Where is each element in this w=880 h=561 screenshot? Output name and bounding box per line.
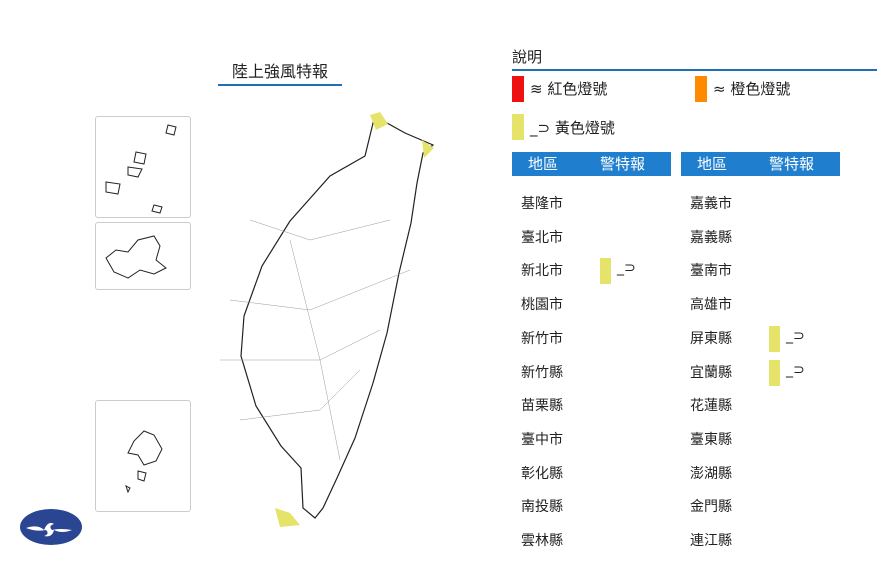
region-name: 新北市 xyxy=(521,263,563,280)
table-row: 新竹縣 xyxy=(521,356,563,390)
region-name: 臺中市 xyxy=(521,431,563,448)
table-row: 嘉義縣 xyxy=(690,221,732,255)
table-row: 雲林縣 xyxy=(521,524,563,558)
table-row: 臺北市 xyxy=(521,221,563,255)
wind-1-icon: _⊃ xyxy=(786,361,805,378)
yellow-warning-swatch xyxy=(600,258,611,285)
region-name: 新竹市 xyxy=(521,330,563,347)
table-row: 宜蘭縣 xyxy=(690,356,732,390)
table-row: 新北市 xyxy=(521,254,563,288)
table-row: 臺中市 xyxy=(521,423,563,457)
legend-orange: ≈ 橙色燈號 xyxy=(713,80,791,98)
legend-yellow: _⊃ 黃色燈號 xyxy=(530,119,615,137)
region-name: 屏東縣 xyxy=(690,330,732,347)
table-row: 澎湖縣 xyxy=(690,457,732,491)
table-row: 臺南市 xyxy=(690,254,732,288)
red-swatch xyxy=(512,76,524,102)
orange-swatch xyxy=(695,76,707,102)
table-row: 基隆市 xyxy=(521,187,563,221)
region-name: 基隆市 xyxy=(521,196,563,212)
region-name: 高雄市 xyxy=(690,297,732,314)
region-name: 宜蘭縣 xyxy=(690,364,732,381)
region-name: 嘉義縣 xyxy=(690,229,732,246)
region-name: 桃園市 xyxy=(521,297,563,314)
matsu-islands xyxy=(105,124,177,214)
table-row: 新竹市 xyxy=(521,322,563,356)
region-name: 澎湖縣 xyxy=(690,465,732,482)
pingtung-highlight xyxy=(275,508,300,527)
table-row: 屏東縣 xyxy=(690,322,732,356)
region-name: 嘉義市 xyxy=(690,196,732,212)
table-header-right: 地區 警特報 xyxy=(681,152,840,176)
table-row: 花蓮縣 xyxy=(690,389,732,423)
inset-kinmen xyxy=(95,222,191,290)
wind-1-icon: _⊃ xyxy=(786,327,805,344)
yellow-warning-swatch xyxy=(769,325,780,352)
region-name: 臺北市 xyxy=(521,229,563,246)
cwa-logo xyxy=(20,509,82,545)
table-row: 高雄市 xyxy=(690,288,732,322)
legend-red: ≋ 紅色燈號 xyxy=(530,80,608,98)
region-name: 新竹縣 xyxy=(521,364,563,381)
legend-title: 說明 xyxy=(512,46,877,71)
map-title: 陸上強風特報 xyxy=(218,58,342,86)
wind-1-icon: _⊃ xyxy=(530,119,551,137)
region-name: 金門縣 xyxy=(690,499,732,516)
region-name: 苗栗縣 xyxy=(521,398,563,415)
taiwan-map xyxy=(220,112,435,527)
region-name: 臺南市 xyxy=(690,263,732,280)
yilan-highlight xyxy=(422,140,434,158)
table-row: 苗栗縣 xyxy=(521,389,563,423)
region-name: 雲林縣 xyxy=(521,533,563,549)
new-taipei-highlight xyxy=(370,112,388,130)
region-name: 連江縣 xyxy=(690,533,732,549)
region-name: 臺東縣 xyxy=(690,431,732,448)
table-row: 南投縣 xyxy=(521,490,563,524)
yellow-swatch xyxy=(512,114,524,140)
table-row: 臺東縣 xyxy=(690,423,732,457)
region-name: 彰化縣 xyxy=(521,465,563,482)
table-row: 彰化縣 xyxy=(521,457,563,491)
region-name: 南投縣 xyxy=(521,499,563,516)
wind-2-icon: ≈ xyxy=(713,80,726,98)
wind-1-icon: _⊃ xyxy=(617,260,636,277)
yellow-warning-swatch xyxy=(769,359,780,386)
inset-matsu xyxy=(95,116,191,218)
table-header-left: 地區 警特報 xyxy=(512,152,671,176)
table-row: 金門縣 xyxy=(690,490,732,524)
table-row: 連江縣 xyxy=(690,524,732,558)
inset-penghu xyxy=(95,400,191,512)
table-row: 桃園市 xyxy=(521,288,563,322)
table-row: 嘉義市 xyxy=(690,187,732,221)
region-name: 花蓮縣 xyxy=(690,398,732,415)
wind-3-icon: ≋ xyxy=(530,80,543,98)
